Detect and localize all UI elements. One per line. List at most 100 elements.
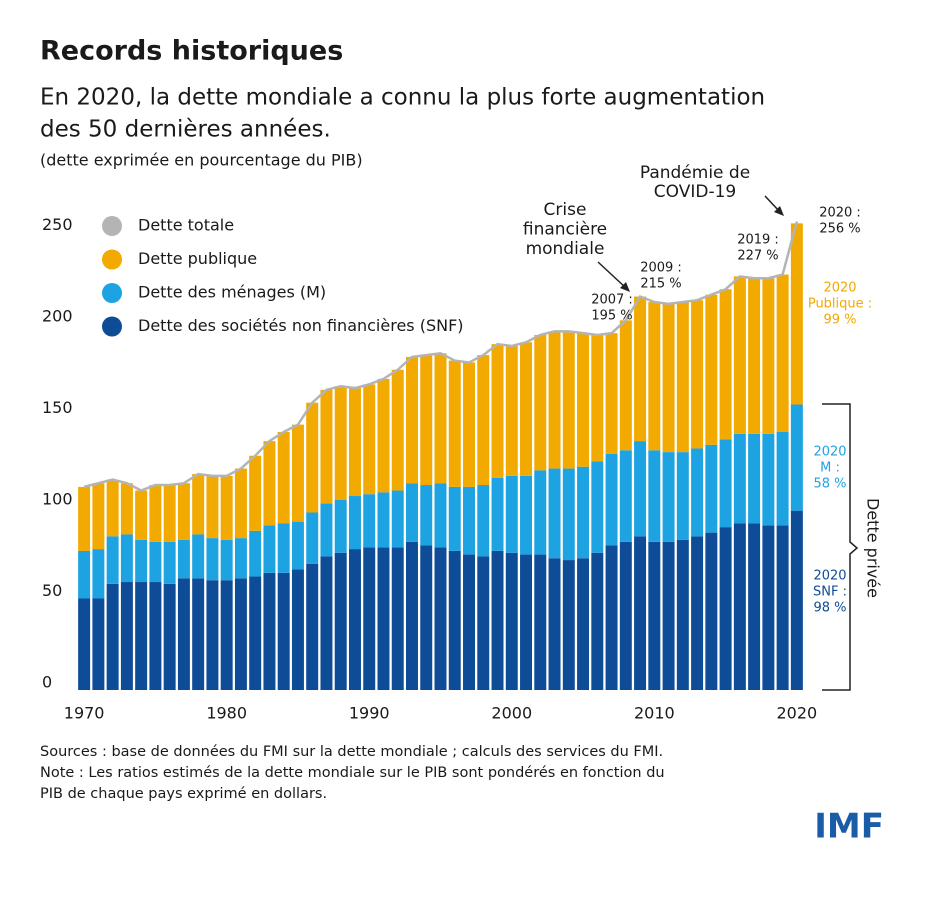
bar-segment <box>448 360 461 487</box>
x-tick-label: 2020 <box>777 704 818 723</box>
bar-segment <box>363 494 376 548</box>
bar-segment <box>306 402 319 513</box>
bar-segment <box>790 404 803 511</box>
bar-segment <box>177 578 190 690</box>
legend-label: Dette des sociétés non financières (SNF) <box>138 316 464 335</box>
bar-segment <box>434 483 447 548</box>
bar-segment <box>691 300 704 449</box>
bar-segment <box>277 572 290 690</box>
annotation: financière <box>523 220 607 240</box>
bar-segment <box>320 389 333 504</box>
bar-segment <box>619 450 632 542</box>
subtitle: des 50 dernières années. <box>40 117 331 143</box>
bar-segment <box>719 527 732 690</box>
arrow-head <box>774 206 784 216</box>
bar-segment <box>106 479 119 537</box>
bar-segment <box>391 369 404 491</box>
bar-segment <box>448 486 461 551</box>
bar-segment <box>648 302 661 451</box>
bar-segment <box>291 424 304 522</box>
bar-segment <box>92 598 105 690</box>
bar-segment <box>234 538 247 579</box>
bar-segment <box>406 483 418 542</box>
annotation: 195 % <box>591 309 632 324</box>
bar-segment <box>263 441 276 526</box>
annotation: 2020 : <box>819 206 861 221</box>
y-tick-label: 50 <box>42 581 62 600</box>
bar-segment <box>348 549 361 690</box>
bar-segment <box>206 538 219 581</box>
bar-segment <box>505 345 518 476</box>
bar-segment <box>434 353 447 484</box>
bar-segment <box>691 536 704 690</box>
legend-marker <box>102 249 122 270</box>
annotation: 2020 <box>813 445 846 460</box>
bar-segment <box>163 583 176 690</box>
bar-segment <box>192 474 205 535</box>
bar-segment <box>377 378 390 493</box>
sources: Note : Les ratios estimés de la dette mo… <box>40 765 665 781</box>
y-tick-label: 0 <box>42 673 52 692</box>
bracket-label: Dette privée <box>864 498 883 598</box>
bar-segment <box>719 289 732 440</box>
bar-segment <box>406 541 418 690</box>
bar-segment <box>534 470 547 555</box>
bar-segment <box>249 455 262 531</box>
bar-segment <box>391 490 404 548</box>
bar-segment <box>263 572 276 690</box>
legend-marker <box>102 316 122 337</box>
bar-segment <box>676 452 689 540</box>
annotation: 2019 : <box>737 233 779 248</box>
bar-segment <box>106 536 119 584</box>
bar-segment <box>634 296 647 442</box>
bar-segment <box>320 503 333 557</box>
bar-segment <box>733 433 746 524</box>
annotation: COVID-19 <box>654 182 736 202</box>
bar-segment <box>619 320 632 451</box>
bar-segment <box>705 532 718 690</box>
bar-segment <box>377 547 390 690</box>
bar-segment <box>491 550 504 690</box>
bar-segment <box>277 431 290 524</box>
bar-segment <box>149 541 162 583</box>
annotation: Pandémie de <box>640 163 750 183</box>
bar-segment <box>377 492 390 548</box>
bar-segment <box>120 582 133 690</box>
bar-segment <box>534 334 547 471</box>
note: (dette exprimée en pourcentage du PIB) <box>40 151 363 170</box>
legend-label: Dette totale <box>138 216 234 235</box>
bar-segment <box>605 333 618 454</box>
bar-segment <box>434 547 447 690</box>
bar-segment <box>206 580 219 690</box>
annotation: Publique : <box>808 297 872 312</box>
bar-segment <box>591 552 604 690</box>
bar-segment <box>648 541 661 690</box>
bar-segment <box>662 452 675 542</box>
y-tick-label: 250 <box>42 215 73 234</box>
bar-segment <box>477 556 490 690</box>
bar-segment <box>577 558 590 690</box>
bar-segment <box>106 583 119 690</box>
bar-segment <box>306 512 319 564</box>
y-tick-label: 150 <box>42 398 73 417</box>
bar-segment <box>163 485 176 542</box>
bar-segment <box>135 539 148 583</box>
bar-segment <box>790 223 803 405</box>
bar-segment <box>748 278 761 434</box>
x-tick-label: 2000 <box>491 704 532 723</box>
bar-segment <box>163 541 176 584</box>
bar-segment <box>605 453 618 546</box>
bar-segment <box>776 274 789 432</box>
bar-segment <box>234 578 247 690</box>
annotation: 2007 : <box>591 293 633 308</box>
bar-segment <box>562 468 575 561</box>
legend-marker <box>102 216 122 236</box>
sources: PIB de chaque pays exprimé en dollars. <box>40 786 327 802</box>
annotation: 215 % <box>640 277 681 292</box>
bar-segment <box>648 450 661 542</box>
x-tick-label: 1970 <box>64 704 105 723</box>
x-tick-label: 2010 <box>634 704 675 723</box>
bar-segment <box>306 563 319 690</box>
bar-segment <box>234 468 247 539</box>
